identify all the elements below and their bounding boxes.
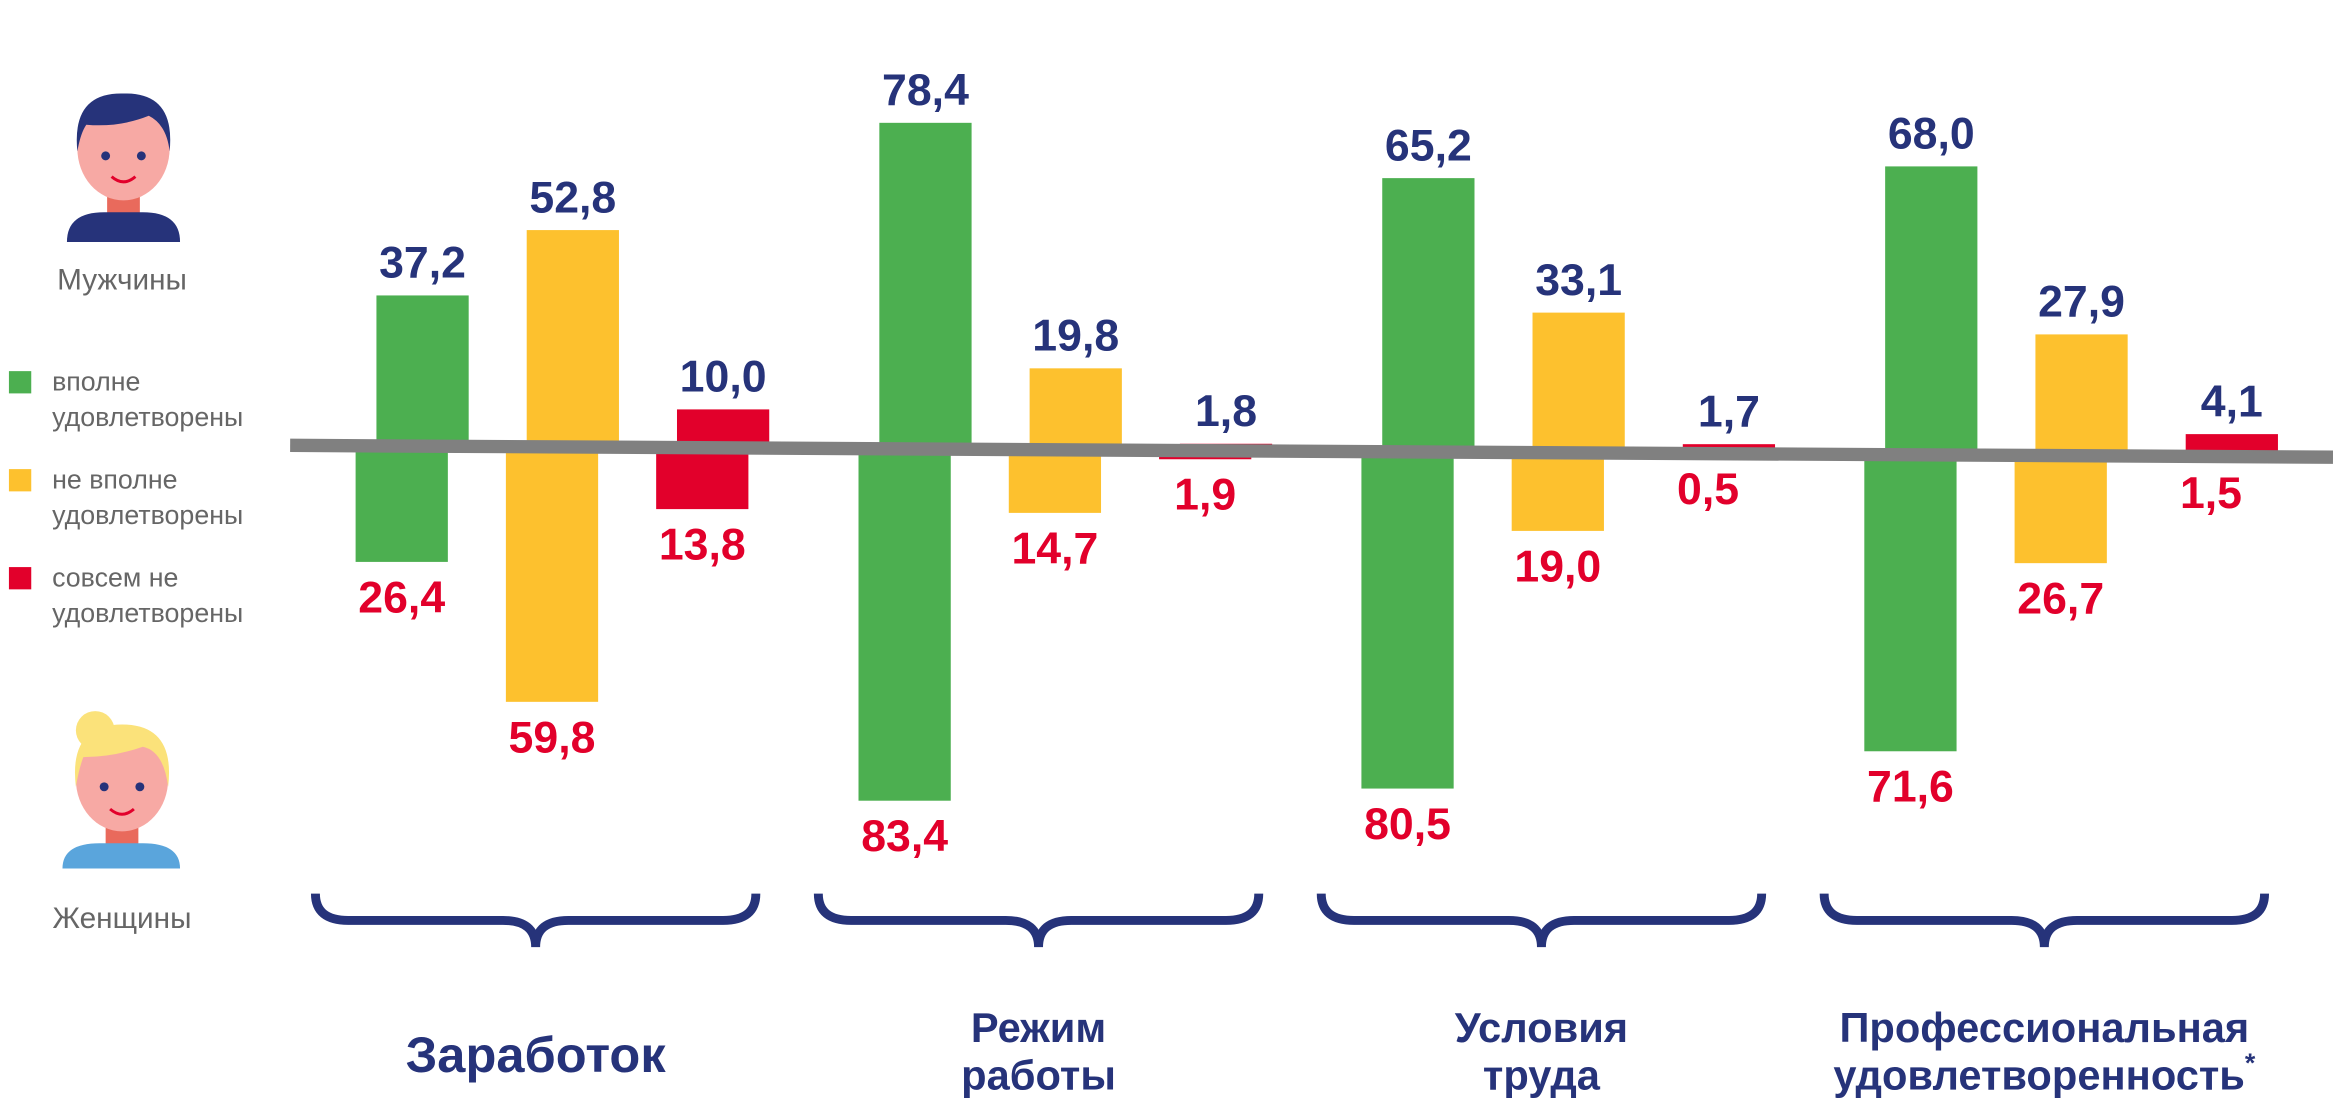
value-label: 59,8 <box>509 713 596 762</box>
bar <box>1864 451 1957 752</box>
brace <box>813 893 1264 948</box>
category-label: Заработок <box>406 1026 667 1083</box>
bar <box>505 451 599 702</box>
bar <box>879 122 972 452</box>
value-label: 80,5 <box>1364 800 1451 849</box>
value-label: 14,7 <box>1011 524 1098 573</box>
bar <box>1008 451 1102 513</box>
bar <box>2014 451 2107 564</box>
brace <box>1316 893 1767 948</box>
bar <box>376 295 469 452</box>
brace <box>1819 893 2270 948</box>
value-label: 78,4 <box>882 66 969 115</box>
value-label: 0,5 <box>1677 465 1739 514</box>
bar <box>1885 166 1978 452</box>
value-label: 1,9 <box>1174 471 1236 520</box>
bar <box>1511 451 1604 531</box>
legend-swatch <box>8 567 32 590</box>
value-label: 10,0 <box>680 353 767 402</box>
value-label: 71,6 <box>1867 763 1954 812</box>
value-label: 1,5 <box>2180 469 2242 518</box>
category-label: Условия труда <box>1455 1004 1628 1098</box>
value-label: 13,8 <box>659 521 746 570</box>
value-label: 52,8 <box>529 173 616 222</box>
woman-icon <box>62 711 181 869</box>
bar <box>2035 334 2128 452</box>
legend-label: вполне удовлетворены <box>52 366 243 432</box>
value-label: 27,9 <box>2038 278 2125 327</box>
value-label: 1,7 <box>1698 387 1760 436</box>
bar <box>858 451 951 801</box>
value-label: 68,0 <box>1888 110 1975 159</box>
legend-label: совсем не удовлетворены <box>52 562 243 628</box>
legend-swatch <box>8 371 32 394</box>
group-label: Женщины <box>53 902 192 935</box>
value-label: 19,8 <box>1032 312 1119 361</box>
man-icon <box>66 93 181 242</box>
bar <box>355 451 448 562</box>
group-label: Мужчины <box>57 264 187 297</box>
value-label: 37,2 <box>379 239 466 288</box>
legend-label: не вполне удовлетворены <box>52 464 243 530</box>
brace <box>310 893 761 948</box>
value-label: 4,1 <box>2201 377 2263 426</box>
value-label: 1,8 <box>1195 387 1257 436</box>
value-label: 83,4 <box>861 812 948 861</box>
bar <box>2185 434 2278 452</box>
bar <box>656 451 749 510</box>
bar <box>1361 451 1454 789</box>
legend-swatch <box>8 469 32 492</box>
category-label: Профессиональная удовлетворенность* <box>1833 1004 2256 1098</box>
axis <box>290 438 2333 464</box>
bar <box>1532 312 1625 452</box>
bar <box>526 230 619 452</box>
value-label: 33,1 <box>1535 256 1622 305</box>
value-label: 26,7 <box>2017 575 2104 624</box>
bar <box>1382 178 1475 452</box>
value-label: 26,4 <box>358 573 445 622</box>
value-label: 65,2 <box>1385 121 1472 170</box>
value-label: 19,0 <box>1514 542 1601 591</box>
category-label: Режим работы <box>961 1004 1116 1098</box>
bar <box>1029 368 1122 452</box>
